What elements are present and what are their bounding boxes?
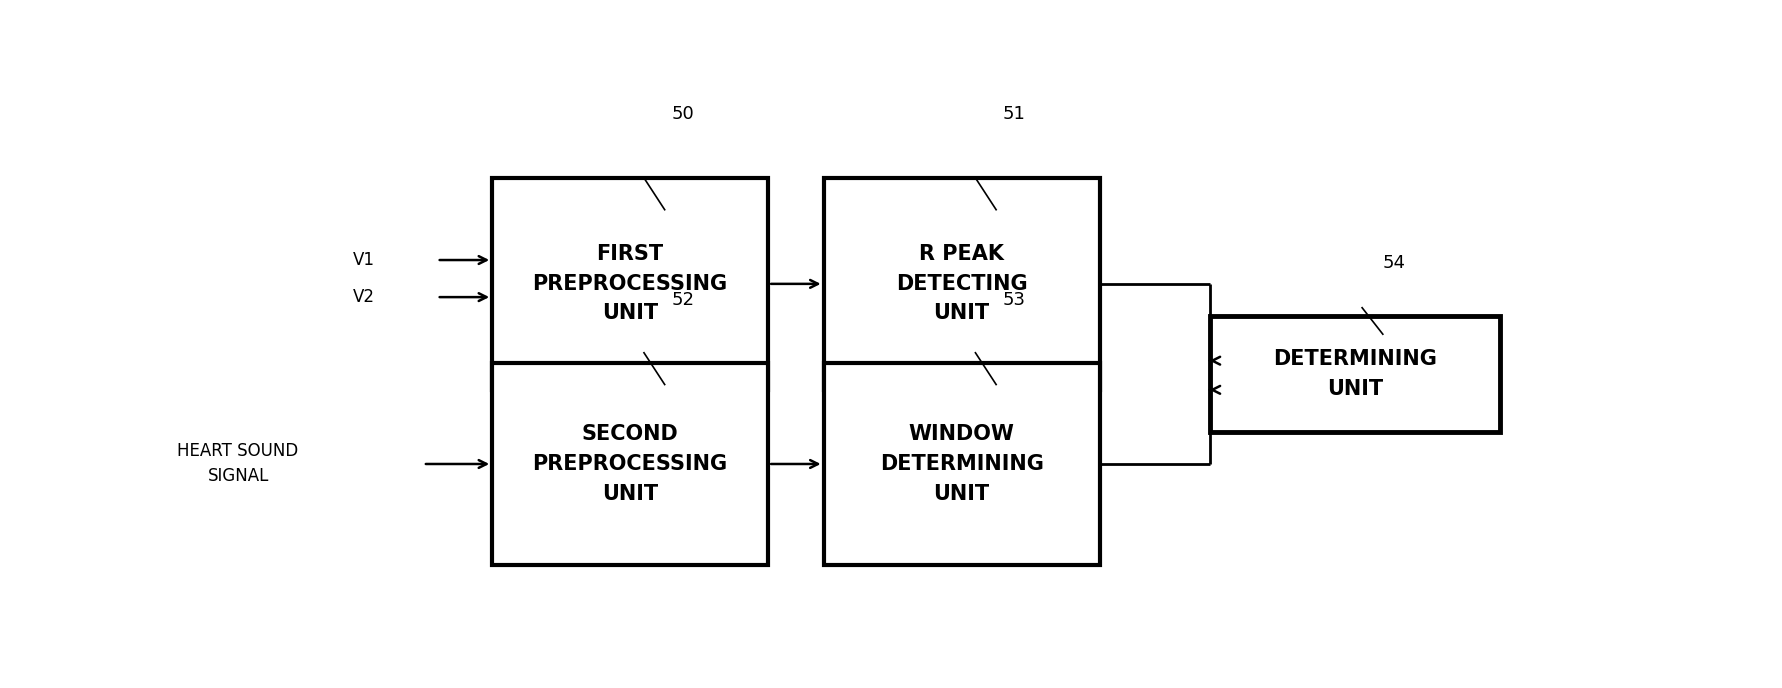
Bar — [492, 178, 768, 390]
Text: V1: V1 — [353, 251, 374, 269]
Text: 53: 53 — [1003, 291, 1026, 309]
Bar — [492, 363, 768, 565]
Text: DETERMINING
UNIT: DETERMINING UNIT — [1274, 349, 1436, 399]
Text: HEART SOUND
SIGNAL: HEART SOUND SIGNAL — [178, 442, 299, 486]
Text: V2: V2 — [353, 288, 374, 306]
Text: FIRST
PREPROCESSING
UNIT: FIRST PREPROCESSING UNIT — [533, 244, 727, 323]
Text: SECOND
PREPROCESSING
UNIT: SECOND PREPROCESSING UNIT — [533, 424, 727, 504]
Bar — [823, 178, 1099, 390]
Text: 52: 52 — [672, 291, 695, 309]
Bar — [823, 363, 1099, 565]
Text: WINDOW
DETERMINING
UNIT: WINDOW DETERMINING UNIT — [880, 424, 1044, 504]
Text: R PEAK
DETECTING
UNIT: R PEAK DETECTING UNIT — [896, 244, 1028, 323]
Text: 50: 50 — [672, 105, 695, 123]
Text: 51: 51 — [1003, 105, 1026, 123]
Text: 54: 54 — [1383, 254, 1406, 272]
Bar — [1210, 316, 1500, 432]
